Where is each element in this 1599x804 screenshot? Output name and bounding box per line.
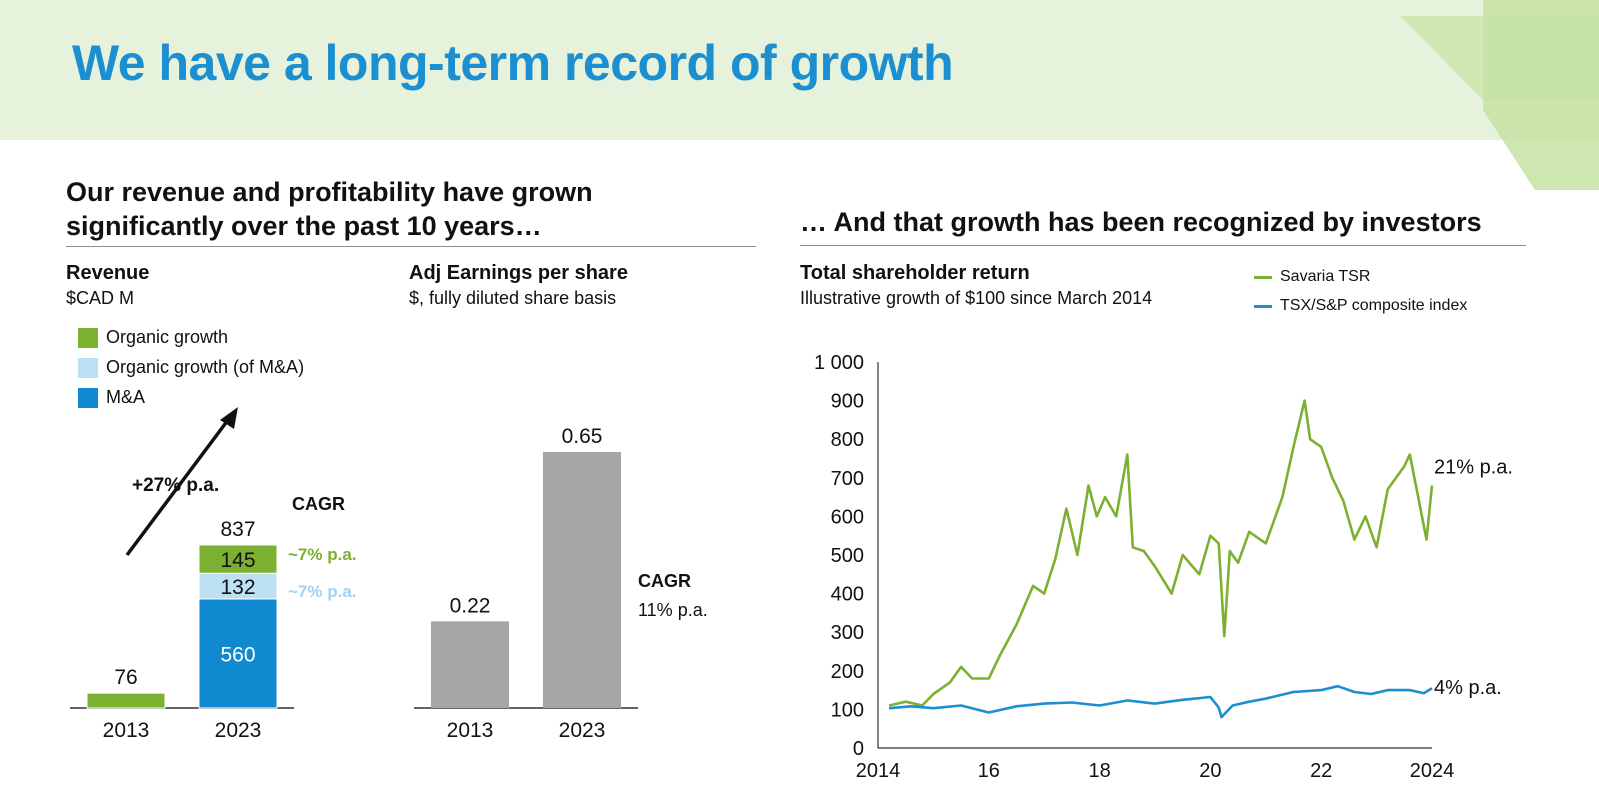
eps-title: Adj Earnings per share (409, 262, 628, 284)
tsr-y-tick: 100 (831, 699, 864, 721)
legend-savaria-tsr: Savaria TSR (1254, 268, 1370, 286)
revenue-cagr-heading: CAGR (292, 494, 345, 514)
revenue-bar-segment (86, 692, 166, 709)
legend-line (1254, 304, 1272, 308)
revenue-segment-label: 132 (220, 576, 255, 599)
growth-arrow-head (220, 407, 238, 429)
eps-value-label: 0.65 (562, 425, 603, 448)
eps-subtitle: $, fully diluted share basis (409, 288, 617, 308)
tsr-x-tick: 2014 (856, 760, 901, 782)
eps-x-tick: 2023 (559, 719, 606, 742)
legend-label: Organic growth (of M&A) (106, 357, 305, 377)
revenue-total-label: 837 (220, 518, 255, 541)
eps-x-tick: 2013 (447, 719, 494, 742)
revenue-bar-segment (198, 598, 278, 709)
legend-label: Organic growth (106, 327, 229, 347)
tsr-x-tick: 20 (1199, 760, 1221, 782)
legend-label: Savaria TSR (1280, 268, 1371, 285)
growth-arrow-label: +27% p.a. (132, 475, 219, 496)
savaria-tsr-line (888, 399, 1434, 707)
revenue-subtitle: $CAD M (66, 288, 135, 308)
revenue-x-tick: 2013 (103, 719, 150, 742)
right-section-title: … And that growth has been recognized by… (800, 207, 1482, 237)
legend-ma: M&A (78, 387, 145, 408)
tsr-y-tick: 1 000 (814, 352, 864, 374)
tsr-y-tick: 200 (831, 661, 864, 683)
tsx-end-label: 4% p.a. (1434, 677, 1502, 699)
revenue-bar-segment (198, 572, 278, 600)
tsr-y-tick: 500 (831, 545, 864, 567)
revenue-cagr-organic: ~7% p.a. (288, 545, 357, 564)
left-section-title: Our revenue and profitability have grown… (66, 177, 593, 241)
tsr-x-tick: 2024 (1410, 760, 1455, 782)
revenue-total-label: 76 (114, 666, 137, 689)
tsr-x-tick: 18 (1088, 760, 1110, 782)
tsr-y-tick: 400 (831, 584, 864, 606)
tsr-x-tick: 22 (1310, 760, 1332, 782)
tsr-y-tick: 700 (831, 468, 864, 490)
tsr-y-tick: 0 (853, 738, 864, 760)
eps-bar (431, 621, 509, 708)
tsx-index-line (888, 684, 1433, 719)
page-title: We have a long-term record of growth (72, 35, 954, 91)
eps-cagr-value: 11% p.a. (638, 600, 708, 620)
legend-swatch (78, 387, 98, 408)
eps-cagr-heading: CAGR (638, 571, 691, 591)
eps-value-label: 0.22 (450, 594, 491, 617)
revenue-x-tick: 2023 (215, 719, 262, 742)
eps-bar (543, 452, 621, 708)
tsr-y-tick: 300 (831, 622, 864, 644)
legend-organic-growth-ma: Organic growth (of M&A) (78, 357, 304, 378)
legend-organic-growth: Organic growth (78, 327, 228, 348)
revenue-bar-segment (198, 544, 278, 574)
tsr-title: Total shareholder return (800, 262, 1030, 284)
tsr-y-tick: 800 (831, 429, 864, 451)
title-banner (0, 0, 1599, 140)
revenue-cagr-organic-ma: ~7% p.a. (288, 582, 357, 601)
legend-label: TSX/S&P composite index (1280, 297, 1468, 314)
savaria-end-label: 21% p.a. (1434, 457, 1513, 479)
left-section-rule (66, 246, 756, 247)
revenue-segment-label: 560 (220, 643, 255, 666)
legend-swatch (78, 327, 98, 348)
legend-swatch (78, 357, 98, 378)
revenue-title: Revenue (66, 262, 150, 284)
right-section-rule (800, 245, 1526, 246)
growth-arrow-line (125, 418, 230, 557)
legend-line (1254, 275, 1272, 279)
tsr-y-tick: 900 (831, 391, 864, 413)
legend-tsx-index: TSX/S&P composite index (1254, 297, 1467, 315)
tsr-y-tick: 600 (831, 506, 864, 528)
revenue-segment-label: 145 (220, 549, 255, 572)
legend-label: M&A (106, 387, 146, 407)
tsr-x-tick: 16 (978, 760, 1000, 782)
tsr-subtitle: Illustrative growth of $100 since March … (800, 288, 1153, 308)
